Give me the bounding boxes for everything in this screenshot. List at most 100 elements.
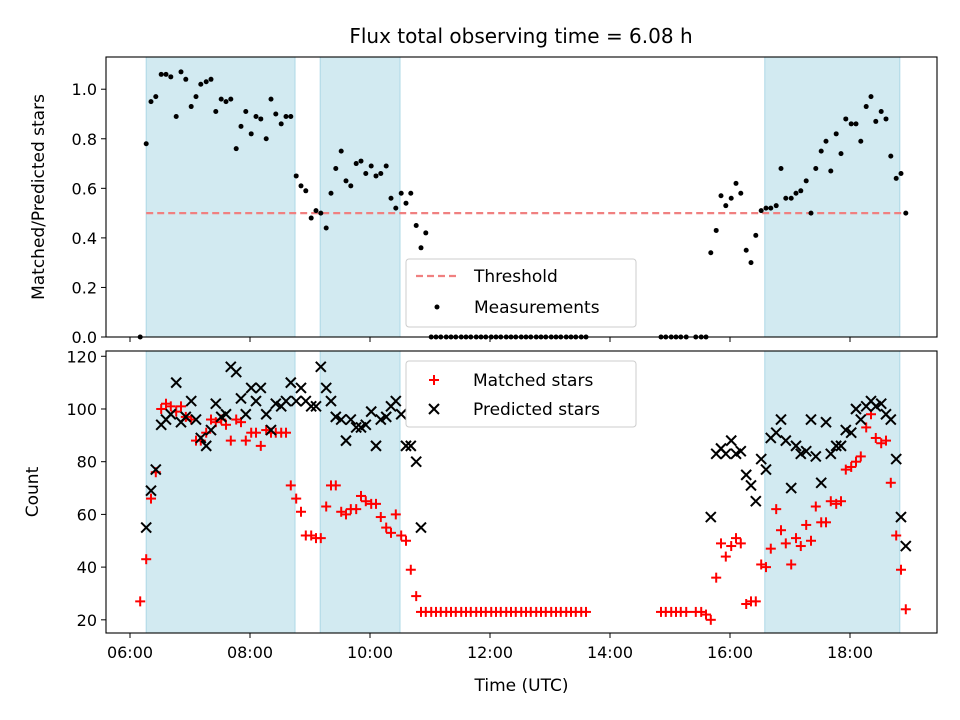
predicted-star-point	[250, 395, 262, 407]
measurement-point	[833, 131, 839, 137]
y-tick-label: 40	[77, 558, 97, 577]
measurement-point	[843, 116, 849, 122]
matched-star-point	[726, 541, 737, 552]
matched-star-point	[806, 535, 816, 546]
measurement-point	[353, 161, 359, 167]
matched-star-point	[855, 451, 866, 462]
measurement-point	[348, 183, 354, 189]
predicted-star-point	[365, 405, 377, 418]
matched-star-point	[390, 509, 401, 520]
measurement-point	[828, 168, 834, 174]
measurement-point	[368, 163, 374, 169]
measurement-point	[363, 170, 369, 176]
matched-star-point	[315, 533, 326, 544]
predicted-star-point	[415, 521, 427, 534]
predicted-star-point	[145, 484, 157, 497]
predicted-star-point	[885, 413, 897, 426]
matched-star-point	[825, 496, 836, 507]
measurement-point	[343, 178, 349, 184]
count-legend-box	[405, 360, 637, 428]
measurement-point	[803, 178, 809, 184]
predicted-star-point	[305, 400, 317, 413]
matched-star-point	[851, 456, 861, 467]
predicted-star-point	[285, 376, 297, 389]
measurement-point	[413, 222, 419, 228]
measurement-point	[158, 71, 164, 77]
count-y-ticks: 20 40 60 80 100 120	[66, 347, 106, 630]
predicted-star-point	[185, 395, 197, 407]
ratio-y-ticks: 0.0 0.2 0.4 0.6 0.8 1.0	[72, 80, 106, 347]
measurement-point	[778, 166, 784, 172]
measurement-point	[333, 166, 339, 172]
matched-star-point	[396, 530, 407, 541]
x-tick-label: 12:00	[467, 643, 513, 662]
predicted-star-point	[785, 482, 797, 494]
measurement-point	[213, 109, 219, 115]
predicted-star-point	[255, 382, 267, 394]
measurement-point	[888, 153, 894, 159]
predicted-star-point	[220, 408, 232, 420]
measurement-point	[738, 190, 744, 196]
matched-star-point	[291, 493, 302, 504]
measurement-point	[293, 173, 299, 179]
ratio-y-axis-label: Matched/Predicted stars	[29, 94, 49, 300]
measurement-point	[198, 81, 204, 87]
predicted-star-point	[245, 382, 257, 394]
measurement-point	[733, 180, 739, 186]
matched-star-point	[360, 496, 371, 507]
predicted-star-point	[815, 477, 827, 489]
matched-star-point	[731, 533, 741, 544]
x-tick-label: 06:00	[107, 643, 153, 662]
matched-star-point	[381, 522, 392, 533]
measurement-point	[758, 208, 764, 214]
measurement-point	[878, 109, 884, 115]
matched-star-point	[870, 432, 881, 443]
matched-star-point	[795, 541, 806, 552]
x-axis-label: Time (UTC)	[474, 676, 569, 696]
observing-window-band	[764, 350, 901, 634]
measurement-point	[798, 188, 804, 194]
matched-star-point	[281, 427, 291, 438]
count-y-axis-label: Count	[23, 466, 43, 517]
predicted-star-point	[810, 450, 822, 463]
matched-star-point	[891, 530, 902, 541]
measurement-point	[788, 195, 794, 201]
predicted-star-point	[335, 413, 347, 426]
y-tick-label: 0.0	[72, 328, 97, 347]
matched-star-point	[141, 554, 152, 565]
measurement-point	[898, 170, 904, 176]
matched-star-point	[351, 504, 362, 515]
measurement-point	[298, 183, 304, 189]
matched-star-point	[165, 401, 176, 412]
matched-star-point	[321, 501, 332, 512]
measurement-point	[313, 208, 319, 214]
matched-star-point	[285, 480, 296, 491]
measurement-point	[223, 99, 229, 105]
matched-star-point	[786, 559, 797, 570]
legend-matched-label: Matched stars	[473, 371, 593, 391]
measurement-point	[743, 247, 749, 253]
matched-star-point	[255, 440, 266, 451]
matched-star-point	[896, 564, 906, 575]
measurement-point	[258, 116, 264, 122]
chart-title: Flux total observing time = 6.08 h	[349, 24, 692, 48]
y-tick-label: 20	[77, 611, 97, 630]
measurement-point	[358, 158, 364, 164]
measurement-point	[253, 113, 259, 119]
predicted-star-point	[770, 426, 782, 439]
measurement-point	[753, 232, 759, 238]
matched-star-point	[810, 501, 821, 512]
predicted-star-point	[265, 424, 277, 436]
measurement-point	[398, 190, 404, 196]
measurement-point	[858, 138, 864, 144]
measurement-point	[848, 121, 854, 127]
measurement-point	[143, 141, 149, 147]
legend-matched-swatch	[429, 375, 439, 385]
measurement-point	[393, 205, 399, 211]
x-tick-label: 14:00	[587, 643, 633, 662]
count-legend: Matched stars Predicted stars	[405, 360, 637, 428]
matched-star-point	[401, 535, 411, 546]
measurement-point	[718, 193, 724, 199]
predicted-star-point	[790, 440, 802, 452]
x-tick-label: 08:00	[227, 643, 273, 662]
